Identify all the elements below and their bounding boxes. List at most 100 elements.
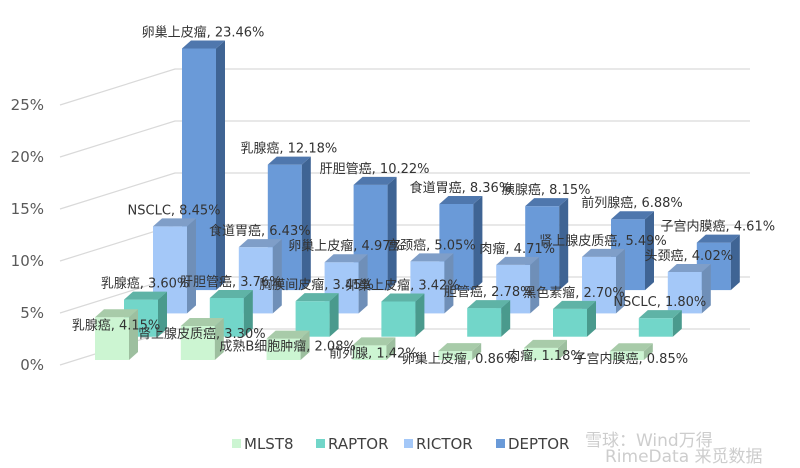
data-label: 子宫内膜癌, 0.85% (574, 351, 689, 367)
bar-top (524, 339, 567, 348)
bar-mlst8 (352, 337, 396, 360)
bar-top (295, 293, 339, 302)
bar-top (180, 318, 224, 327)
bar-front (553, 308, 587, 337)
data-label: 子宫内膜癌, 4.61% (661, 219, 776, 235)
legend-label: RICTOR (416, 435, 473, 453)
bar-side (329, 293, 339, 337)
bar-side (587, 300, 596, 337)
bar-mlst8 (266, 330, 310, 360)
bar-front (180, 326, 215, 360)
bar-raptor (553, 300, 596, 337)
legend-item-raptor[interactable]: RAPTOR (316, 435, 389, 453)
watermark: 雪球：Wind万得 RimeData 来觅数据 (585, 431, 763, 467)
data-label: 食道胃癌, 6.43% (209, 223, 311, 239)
data-label: 胆管癌, 2.78% (444, 284, 533, 300)
bar-mlst8 (524, 339, 567, 360)
data-label: 前列腺, 1.42% (329, 345, 418, 361)
bar-side (129, 309, 138, 360)
bar-side (730, 234, 740, 291)
legend-swatch (496, 439, 505, 448)
data-label: 乳腺癌, 12.18% (240, 141, 337, 157)
bar-side (645, 211, 654, 291)
data-label: 肝胆管癌, 10.22% (320, 161, 430, 177)
data-label: 成熟B细胞肿瘤, 2.08% (219, 339, 355, 355)
legend-label: RAPTOR (328, 435, 389, 453)
bar-top (324, 254, 368, 263)
bar-top (667, 263, 711, 272)
bar-side (643, 343, 653, 360)
bar-rictor (667, 263, 711, 314)
bar-side (558, 339, 567, 360)
y-tick-label: 25% (11, 96, 44, 114)
bar-top (496, 256, 540, 265)
legend-label: MLST8 (244, 435, 294, 453)
data-label: 肾上腺皮质癌, 5.49% (539, 233, 667, 249)
bar-top (267, 156, 311, 165)
y-tick-label: 10% (11, 252, 44, 270)
bar-top (609, 343, 653, 352)
legend-item-mlst8[interactable]: MLST8 (232, 435, 294, 453)
bar-side (301, 156, 311, 291)
bar-top (438, 343, 482, 352)
bar-side (473, 195, 483, 291)
bar-top (209, 289, 253, 298)
bar-side (216, 40, 225, 291)
bar-mlst8 (180, 318, 224, 360)
bar-front (667, 271, 702, 314)
bar-top (696, 234, 740, 243)
bar-side (187, 218, 196, 314)
data-label: 前列腺癌, 6.88% (581, 195, 683, 211)
bar-side (214, 318, 224, 360)
watermark-text: 雪球：Wind万得 (585, 431, 713, 451)
bar-top (381, 293, 425, 302)
bar-top (553, 300, 596, 309)
data-label: 胸膜间皮瘤, 3.45% (259, 277, 374, 293)
data-label: 乳腺癌, 3.60% (101, 276, 190, 292)
bar-top (353, 176, 397, 185)
legend-item-deptor[interactable]: DEPTOR (496, 435, 569, 453)
legend: MLST8 RAPTOR RICTOR DEPTOR (232, 435, 569, 453)
data-label: 肉瘤, 1.18% (507, 348, 583, 364)
bar-side (616, 248, 625, 314)
data-label: NSCLC, 8.45% (128, 203, 221, 218)
bar-side (300, 330, 310, 360)
bar-side (672, 310, 682, 337)
legend-label: DEPTOR (508, 435, 569, 453)
bar-side (501, 300, 511, 337)
bar-raptor (209, 289, 253, 337)
data-label: 乳腺癌, 4.15% (72, 317, 161, 333)
bar-raptor (638, 310, 682, 337)
bar-raptor (467, 300, 511, 337)
bar-side (272, 239, 282, 314)
watermark-text: RimeData 来觅数据 (605, 447, 763, 467)
data-label: 头颈癌, 4.02% (645, 248, 734, 264)
bar-front (524, 347, 558, 360)
legend-item-rictor[interactable]: RICTOR (404, 435, 473, 453)
gridline (59, 172, 750, 210)
bar-front (266, 338, 301, 360)
bar-top (238, 239, 282, 248)
legend-swatch (316, 439, 325, 448)
bar-front (381, 301, 416, 337)
bar-front (609, 351, 644, 360)
bar-mlst8 (95, 309, 138, 360)
bar-side (243, 289, 253, 337)
data-label: 肾上腺皮质癌, 3.30% (138, 326, 266, 342)
bar-raptor (381, 293, 425, 337)
bar-side (358, 254, 368, 314)
data-labels: 卵巢上皮瘤, 23.46% 乳腺癌, 12.18% 肝胆管癌, 10.22% 食道胃癌… (72, 24, 775, 367)
data-label: NSCLC, 1.80% (613, 295, 706, 310)
bars (95, 40, 740, 360)
bar-side (386, 337, 396, 360)
bar-top (582, 248, 625, 257)
data-label: 食道胃癌, 8.36% (410, 180, 512, 196)
data-label: 肉瘤, 4.71% (479, 241, 555, 257)
bar-side (472, 343, 482, 360)
bar-mlst8 (609, 343, 653, 360)
bar-side (444, 253, 454, 314)
bar-top (352, 337, 396, 346)
bar-side (559, 198, 569, 291)
bar-top (124, 291, 167, 300)
bar-top (266, 330, 310, 339)
